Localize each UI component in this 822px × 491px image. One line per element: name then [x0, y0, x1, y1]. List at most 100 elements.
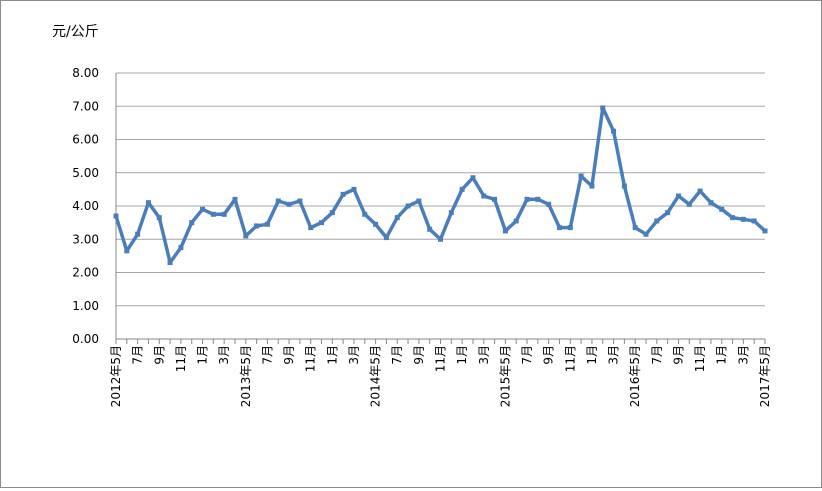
x-tick-label: 9月 — [282, 345, 296, 365]
data-point — [686, 201, 692, 207]
x-tick-label: 3月 — [736, 345, 750, 365]
data-point — [167, 260, 173, 266]
data-point — [675, 193, 681, 199]
data-point — [448, 210, 454, 216]
y-tick-label: 6.00 — [72, 133, 99, 147]
series-price — [113, 105, 768, 266]
data-point — [200, 206, 206, 212]
data-point — [243, 233, 249, 239]
data-point — [210, 211, 216, 217]
x-tick-label: 7月 — [131, 345, 145, 365]
y-tick-label: 7.00 — [72, 99, 99, 113]
data-point — [632, 225, 638, 231]
data-point — [697, 188, 703, 194]
x-tick-label: 9月 — [412, 345, 426, 365]
x-tick-label: 2017年5月 — [758, 345, 772, 407]
data-point — [351, 186, 357, 192]
data-point — [524, 196, 530, 202]
data-point — [145, 200, 151, 206]
x-tick-label: 9月 — [542, 345, 556, 365]
data-point — [751, 218, 757, 224]
data-point — [556, 225, 562, 231]
data-point — [708, 200, 714, 206]
unit-label: 元/公斤 — [52, 24, 99, 40]
y-tick-label: 3.00 — [72, 232, 99, 246]
x-tick-label: 7月 — [520, 345, 534, 365]
x-tick-label: 3月 — [607, 345, 621, 365]
x-tick-label: 11月 — [693, 345, 707, 372]
x-tick-label: 7月 — [390, 345, 404, 365]
data-point — [394, 215, 400, 221]
data-point — [535, 196, 541, 202]
x-tick-label: 2012年5月 — [109, 345, 123, 407]
data-point — [124, 248, 130, 254]
data-point — [275, 198, 281, 204]
data-point — [286, 201, 292, 207]
x-tick-label: 2013年5月 — [239, 345, 253, 407]
x-tick-label: 3月 — [477, 345, 491, 365]
x-tick-label: 3月 — [217, 345, 231, 365]
data-point — [427, 226, 433, 232]
data-point — [264, 221, 270, 227]
data-point — [643, 231, 649, 237]
x-tick-label: 2014年5月 — [369, 345, 383, 407]
data-point — [438, 236, 443, 242]
y-tick-label: 8.00 — [72, 66, 99, 80]
data-point — [319, 220, 325, 226]
x-tick-label: 11月 — [563, 345, 577, 372]
data-point — [481, 193, 487, 199]
x-tick-labels: 2012年5月 7月 9月 11月 1月 3月 2013年5月 7月 9月 11月 1月 3月 2014… — [109, 345, 772, 407]
data-point — [492, 196, 498, 202]
x-tick-label: 1月 — [325, 345, 339, 365]
x-tick-label: 3月 — [347, 345, 361, 365]
x-tick-label: 9月 — [671, 345, 685, 365]
x-tick-label: 11月 — [304, 345, 318, 372]
data-point — [254, 223, 260, 229]
data-point — [740, 216, 746, 222]
x-tick-label: 2015年5月 — [498, 345, 512, 407]
data-point — [730, 215, 736, 221]
data-point — [654, 218, 660, 224]
data-point — [762, 228, 768, 234]
x-tick-label: 7月 — [260, 345, 274, 365]
data-point — [135, 231, 141, 237]
data-point — [156, 215, 162, 221]
data-point — [578, 173, 584, 179]
data-point — [113, 213, 119, 219]
data-point — [546, 201, 552, 207]
data-point — [459, 186, 465, 192]
data-point — [502, 228, 508, 234]
y-tick-labels: 0.00 1.00 2.00 3.00 4.00 5.00 6.00 7.00 8.00 — [72, 66, 99, 346]
x-tick-label: 11月 — [434, 345, 448, 372]
data-point — [308, 225, 314, 231]
x-tick-label: 11月 — [174, 345, 188, 372]
data-point — [665, 210, 671, 216]
y-tick-label: 5.00 — [72, 166, 99, 180]
y-tick-label: 0.00 — [72, 332, 99, 346]
data-point — [178, 245, 184, 251]
x-tick-label: 1月 — [196, 345, 210, 365]
data-point — [611, 128, 617, 134]
gridlines — [115, 72, 766, 344]
x-tick-label: 9月 — [152, 345, 166, 365]
data-point — [567, 225, 573, 231]
data-point — [329, 210, 335, 216]
x-tick-label: 1月 — [455, 345, 469, 365]
x-tick-label: 1月 — [715, 345, 729, 365]
x-tick-label: 7月 — [650, 345, 664, 365]
data-point — [470, 175, 476, 181]
y-tick-label: 4.00 — [72, 199, 99, 213]
data-point — [600, 105, 606, 111]
data-point — [232, 196, 238, 202]
x-tick-label: 2016年5月 — [628, 345, 642, 407]
y-tick-label: 1.00 — [72, 299, 99, 313]
data-point — [340, 191, 346, 197]
data-point — [189, 220, 195, 226]
data-point — [362, 211, 368, 217]
data-point — [416, 198, 422, 204]
data-point — [513, 218, 519, 224]
data-point — [405, 203, 411, 209]
data-point — [383, 235, 389, 241]
